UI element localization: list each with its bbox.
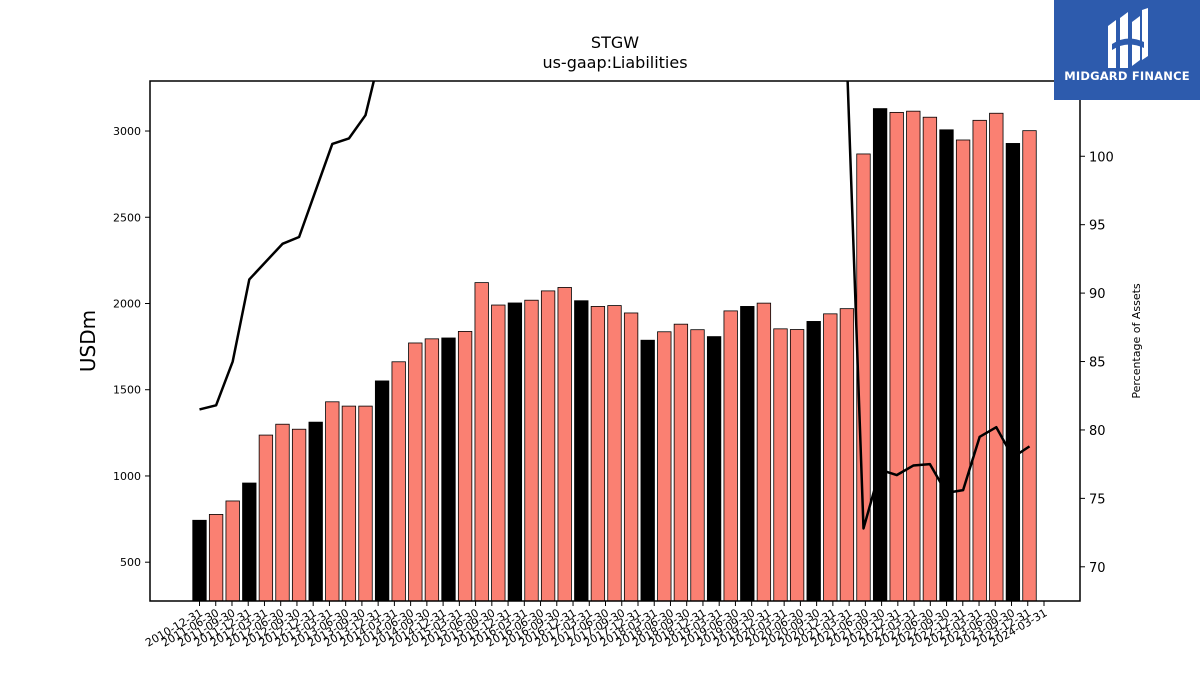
bar <box>391 361 406 601</box>
y2-tick-label: 100 <box>1089 150 1114 165</box>
bar <box>607 305 622 601</box>
line-group <box>199 81 1031 530</box>
bar <box>673 323 689 601</box>
pct-assets-line <box>199 81 1031 530</box>
bar <box>208 514 224 601</box>
bar <box>756 302 772 601</box>
bar <box>524 299 539 601</box>
bar <box>291 428 307 601</box>
bar <box>690 329 705 601</box>
bar <box>408 342 423 601</box>
y-tick-label: 3000 <box>113 125 141 138</box>
y-tick-label: 500 <box>120 556 141 569</box>
y-tick-label: 1000 <box>113 470 141 483</box>
bar <box>507 302 523 601</box>
bar <box>341 405 357 601</box>
chart-title: STGW <box>591 33 639 52</box>
bar <box>657 331 672 601</box>
bar <box>325 401 340 601</box>
y-tick-label: 2000 <box>113 297 141 310</box>
y-axis-right: 70 75 80 85 90 95 100 <box>1080 150 1114 576</box>
bar <box>358 405 373 601</box>
bar <box>441 337 456 601</box>
bar <box>258 434 274 601</box>
bar <box>889 111 904 601</box>
bar <box>806 321 821 601</box>
bar <box>939 129 954 601</box>
bar <box>740 306 755 601</box>
bar <box>457 331 473 601</box>
bar <box>706 336 722 601</box>
bar <box>491 304 506 601</box>
bar <box>955 139 971 601</box>
bar <box>540 290 556 601</box>
y-axis-label: USDm <box>76 310 100 372</box>
y2-tick-label: 80 <box>1089 424 1106 439</box>
logo-text: MIDGARD FINANCE <box>1064 69 1190 83</box>
bar <box>590 306 606 601</box>
bar <box>623 312 639 601</box>
midgard-finance-logo: MIDGARD FINANCE <box>1054 0 1200 100</box>
bar <box>225 500 240 601</box>
bar <box>574 300 589 601</box>
plot-frame <box>149 80 1081 602</box>
y2-tick-label: 70 <box>1089 561 1106 576</box>
bar <box>474 282 489 601</box>
bar <box>640 339 655 601</box>
bar <box>906 110 921 601</box>
x-axis: 2010-12-312011-06-302011-09-302011-12-31… <box>143 601 1050 650</box>
bar <box>922 116 938 601</box>
chart-subtitle: us-gaap:Liabilities <box>542 53 687 72</box>
y2-axis-label: Percentage of Assets <box>1130 283 1143 399</box>
bar <box>989 112 1004 601</box>
bars-group <box>192 108 1037 601</box>
bar <box>972 119 987 601</box>
bar <box>192 519 207 601</box>
y-axis-left: 500 1000 1500 2000 2500 3000 <box>113 125 150 569</box>
bar <box>856 153 871 601</box>
bar <box>557 287 572 601</box>
bar <box>789 329 805 601</box>
bar <box>723 310 738 601</box>
bar <box>275 423 290 601</box>
y2-tick-label: 90 <box>1089 287 1106 302</box>
bar <box>1005 143 1021 601</box>
y-tick-label: 2500 <box>113 211 141 224</box>
bar <box>424 338 440 601</box>
y2-tick-label: 95 <box>1089 219 1106 234</box>
logo-mark-icon <box>1108 8 1148 68</box>
bar <box>823 313 838 601</box>
bar <box>773 328 788 601</box>
y2-tick-label: 85 <box>1089 356 1106 371</box>
bar <box>374 380 390 601</box>
y-tick-label: 1500 <box>113 384 141 397</box>
bar <box>308 421 323 601</box>
bar <box>872 108 888 601</box>
y2-tick-label: 75 <box>1089 492 1106 507</box>
bar <box>242 482 257 601</box>
bar <box>1022 130 1037 601</box>
bar <box>839 308 855 601</box>
